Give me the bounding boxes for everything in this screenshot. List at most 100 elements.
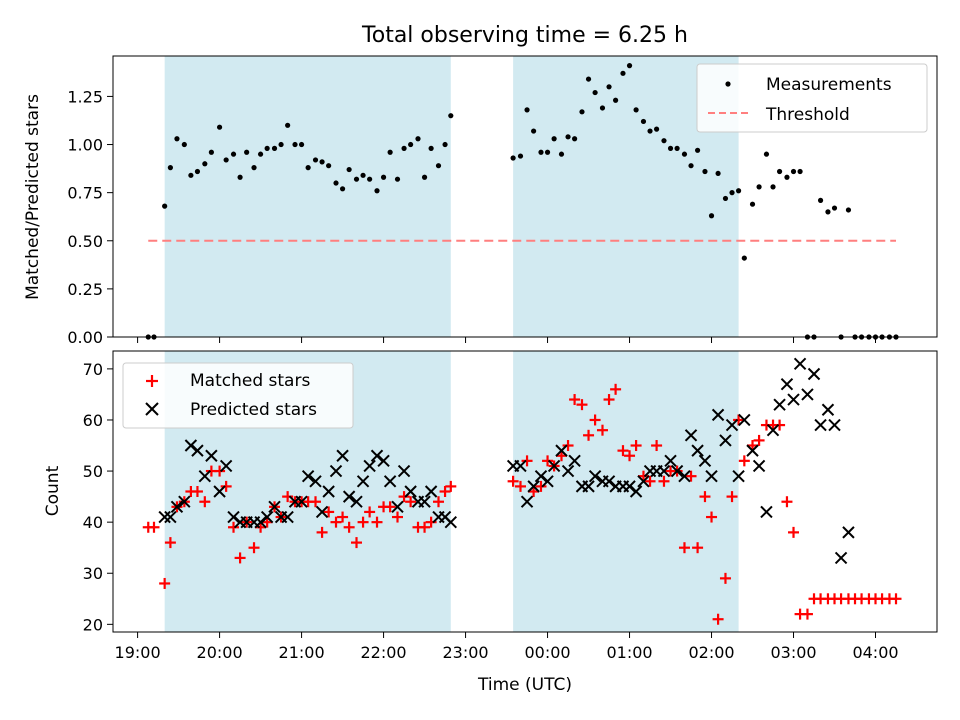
predicted-star-point [377, 454, 390, 468]
y-tick-label: 20 [83, 615, 103, 634]
predicted-star-point [301, 469, 315, 483]
matched-star-point [801, 608, 813, 620]
measurement-point [448, 113, 454, 119]
measurement-point [633, 107, 639, 113]
matched-star-point [699, 491, 711, 503]
matched-star-point [521, 455, 533, 467]
predicted-star-point [629, 485, 643, 498]
predicted-star-point [678, 469, 691, 483]
predicted-x-b [787, 393, 800, 406]
measurement-point [415, 136, 421, 142]
matched-star-point [583, 429, 595, 441]
legend-predicted-label: Predicted stars [190, 400, 317, 420]
matched-star-point [228, 521, 240, 533]
matched-star-point [371, 516, 383, 528]
shaded-span-1 [164, 56, 451, 337]
matched-star-point [392, 511, 404, 523]
y-tick-label: 0.75 [67, 184, 103, 203]
predicted-star-point [773, 398, 786, 411]
matched-star-point [658, 475, 670, 487]
x-tick-label: 22:00 [361, 643, 407, 662]
matched-star-point [445, 480, 457, 492]
matched-star-point [316, 526, 328, 538]
predicted-x-b [691, 444, 704, 457]
measurement-point [770, 184, 776, 190]
predicted-x-b [309, 475, 322, 488]
predicted-x-b [444, 515, 458, 529]
x-tick-label: 23:00 [443, 643, 489, 662]
bottom-x-ticks: 19:00 20:00 21:00 22:00 23:00 00:00 01:00 02:00… [115, 632, 899, 662]
measurement-point [162, 203, 168, 209]
matched-star-point [528, 486, 540, 497]
predicted-x-b [752, 459, 766, 473]
measurement-point [202, 161, 208, 167]
predicted-star-point [814, 418, 827, 432]
predicted-x-b [383, 475, 397, 488]
predicted-stars-points [158, 357, 855, 565]
matched-star-point [576, 399, 588, 411]
x-tick-label: 20:00 [197, 643, 243, 662]
legend-measurements-label: Measurements [766, 75, 892, 95]
predicted-star-point [821, 403, 835, 416]
predicted-star-point [383, 475, 397, 488]
legend-measurement-marker [725, 81, 731, 87]
measurement-point [790, 168, 797, 175]
x-tick-label: 00:00 [524, 643, 570, 662]
measurement-point [374, 188, 380, 194]
predicted-star-point [164, 510, 177, 524]
measurement-point [708, 213, 715, 219]
predicted-x-b [670, 464, 684, 478]
matched-star-point [507, 475, 519, 487]
predicted-x-b [582, 480, 595, 493]
matched-star-point [261, 516, 273, 528]
predicted-x-b [698, 454, 712, 468]
measurement-point [244, 149, 250, 155]
predicted-star-point [725, 418, 739, 432]
x-axis-label: Time (UTC) [477, 675, 572, 695]
matched-star-point [343, 521, 355, 533]
measurement-point [216, 124, 223, 130]
measurement-point [208, 149, 214, 155]
measurement-point [572, 136, 578, 142]
matched-star-point [159, 577, 171, 589]
measurement-point [612, 97, 619, 103]
matched-star-point [542, 455, 554, 467]
predicted-star-point [534, 469, 548, 483]
predicted-star-point [268, 500, 281, 514]
predicted-star-point [315, 505, 329, 519]
bottom-panel: 20 30 40 50 60 70 19:00 20:00 21:00 22:00 23:00 00… [43, 350, 938, 695]
measurement-point [408, 141, 414, 148]
top-x-ticks [137, 337, 877, 343]
legend-predicted-marker [145, 402, 159, 416]
predicted-x-b [834, 551, 848, 565]
matched-star-point [589, 414, 601, 426]
measurement-point [333, 180, 339, 186]
predicted-star-point [281, 510, 294, 524]
matched-star-point [323, 506, 335, 518]
matched-star-point [351, 537, 363, 549]
matched-star-point [555, 450, 567, 462]
predicted-x-b [184, 439, 198, 452]
measurement-point [524, 107, 530, 113]
predicted-x-b [555, 444, 568, 457]
measurement-point [188, 172, 194, 178]
y-tick-label: 60 [83, 411, 103, 430]
predicted-x-b [301, 469, 315, 483]
x-tick-label: 01:00 [606, 643, 652, 662]
matched-star-point [596, 424, 608, 436]
predicted-star-point [746, 444, 759, 457]
matched-star-point [788, 526, 800, 538]
predicted-star-point [793, 357, 807, 370]
y-tick-label: 30 [83, 564, 103, 583]
predicted-x-b [322, 485, 335, 498]
predicted-star-point [184, 439, 198, 452]
measurement-point [606, 84, 612, 90]
measurement-point [653, 126, 660, 132]
predicted-x-b [254, 515, 267, 529]
predicted-x-b [678, 469, 691, 483]
predicted-star-point [363, 459, 376, 473]
predicted-star-point [514, 459, 527, 473]
predicted-star-point [752, 459, 766, 473]
measurement-point [831, 205, 838, 211]
